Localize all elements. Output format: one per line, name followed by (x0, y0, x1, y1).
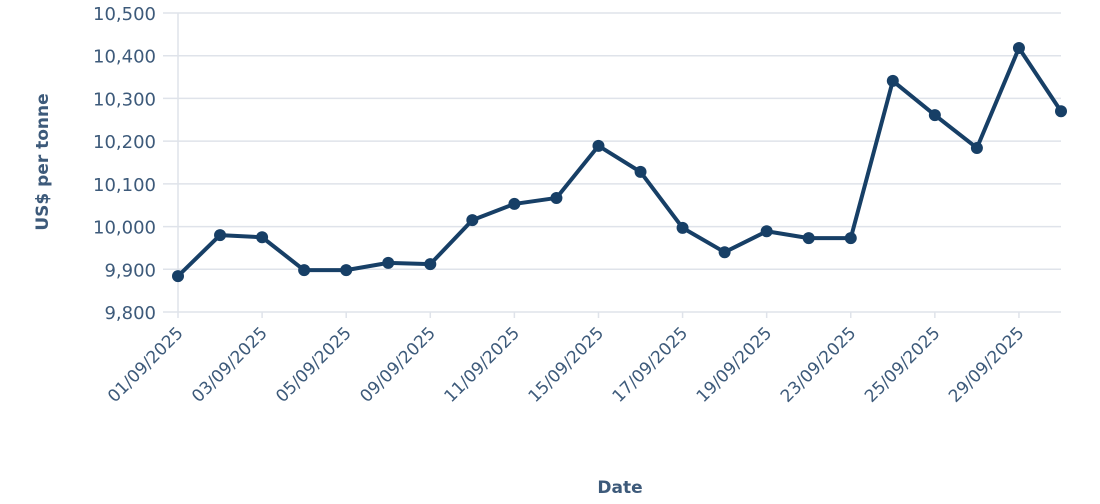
series-line (176, 46, 1063, 278)
data-point (1012, 42, 1025, 55)
data-point (256, 231, 269, 244)
y-tick-label: 10,000 (93, 218, 156, 239)
series (172, 42, 1067, 283)
data-point (172, 270, 184, 283)
x-tick-label: 05/09/2025 (272, 323, 355, 406)
x-tick-label: 19/09/2025 (693, 323, 776, 406)
y-tick-label: 9,900 (104, 260, 156, 281)
x-tick-label: 11/09/2025 (440, 323, 523, 406)
data-point (508, 197, 521, 210)
y-tick-label: 10,100 (93, 175, 156, 196)
y-tick-label: 9,800 (104, 303, 156, 324)
data-point (424, 258, 437, 271)
data-point (382, 256, 395, 269)
x-tick-label: 17/09/2025 (609, 323, 692, 406)
x-axis-ticks: 01/09/2025 03/09/2025 05/09/2025 09/09/2025… (104, 312, 1028, 407)
data-point (1055, 105, 1067, 118)
y-tick-label: 10,300 (93, 89, 156, 110)
data-point (340, 264, 353, 277)
data-point (928, 109, 941, 122)
y-tick-label: 10,200 (93, 132, 156, 153)
data-point (676, 221, 689, 234)
data-point (466, 214, 479, 227)
x-tick-label: 25/09/2025 (861, 323, 944, 406)
data-point (886, 74, 899, 87)
x-tick-label: 29/09/2025 (945, 323, 1028, 406)
x-axis-label: Date (597, 478, 642, 498)
data-point (802, 232, 815, 245)
data-point (760, 225, 773, 238)
y-tick-label: 10,400 (93, 47, 156, 68)
x-tick-label: 09/09/2025 (356, 323, 439, 406)
data-point (844, 232, 857, 245)
data-point (550, 191, 563, 204)
x-tick-label: 23/09/2025 (777, 323, 860, 406)
data-point (592, 139, 605, 152)
data-point (214, 229, 227, 242)
x-tick-label: 03/09/2025 (188, 323, 271, 406)
data-point (634, 165, 647, 178)
y-axis-ticks: 9,800 9,900 10,000 10,100 10,200 10,300 10,400… (93, 4, 156, 324)
data-point (970, 141, 983, 154)
data-point (298, 264, 311, 277)
y-tick-label: 10,500 (93, 4, 156, 25)
x-tick-label: 15/09/2025 (525, 323, 608, 406)
y-axis-label: US$ per tonne (33, 93, 53, 230)
x-tick-label: 01/09/2025 (104, 323, 187, 406)
data-point (718, 246, 731, 259)
